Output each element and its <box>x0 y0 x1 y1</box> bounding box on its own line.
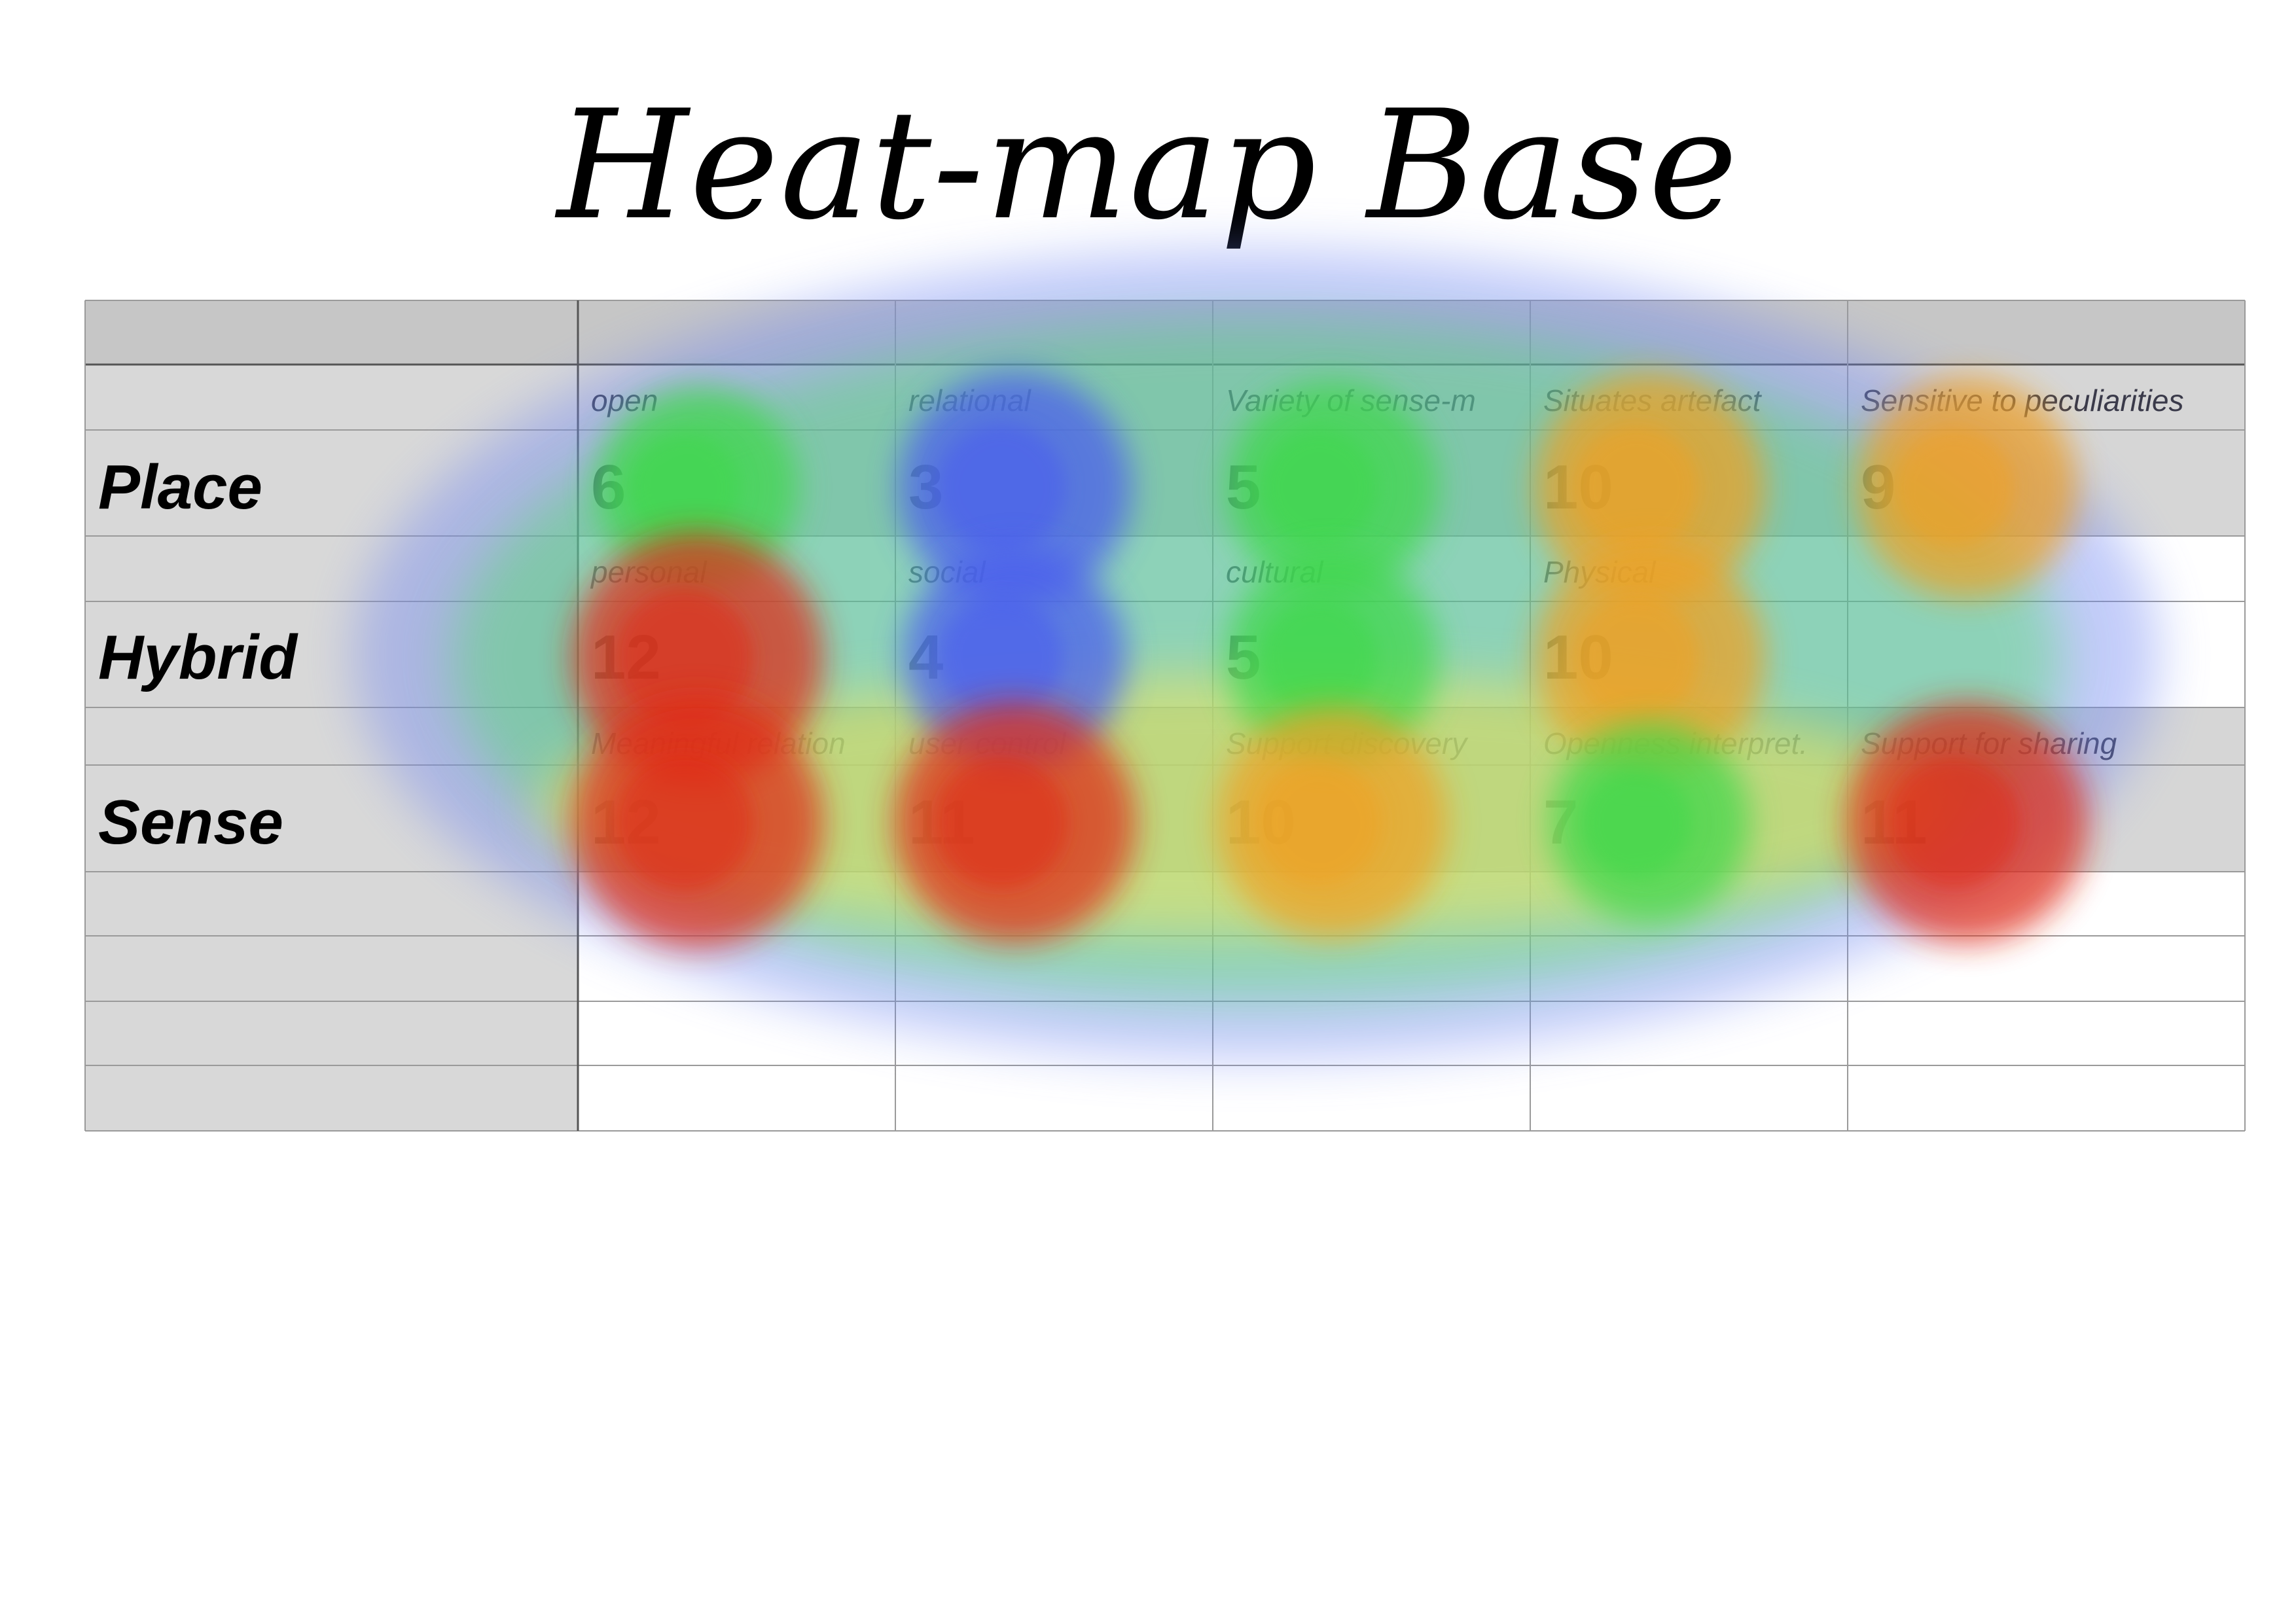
cell-value: 9 <box>1861 452 1896 522</box>
header-band <box>85 300 2245 365</box>
page-title: Heat-map Base <box>557 79 1739 253</box>
cell-value: 12 <box>591 787 661 857</box>
cell-value: 10 <box>1543 452 1613 522</box>
cell-label: cultural <box>1226 555 1323 589</box>
cell-label: Support discovery <box>1226 726 1467 760</box>
cell-label: Situates artefact <box>1543 383 1761 418</box>
cell-value: 11 <box>1861 787 1928 857</box>
cell-value: 12 <box>591 622 661 692</box>
cell-value: 3 <box>908 452 944 522</box>
cell-label: Support for sharing <box>1861 726 2117 760</box>
cell-value: 4 <box>908 622 944 692</box>
row-header-place: Place <box>98 452 262 522</box>
cell-label: Physical <box>1543 555 1656 589</box>
cell-value: 5 <box>1226 452 1261 522</box>
cell-label: personal <box>591 555 707 589</box>
cell-label: Openness interpret. <box>1543 726 1808 760</box>
cell-value: 6 <box>591 452 626 522</box>
cell-value: 5 <box>1226 622 1261 692</box>
cell-label: relational <box>908 383 1031 418</box>
cell-value: 10 <box>1543 622 1613 692</box>
cell-label: Meaningful relation <box>591 726 846 760</box>
row-header-hybrid: Hybrid <box>98 622 298 692</box>
cell-value: 11 <box>908 787 975 857</box>
row-header-sense: Sense <box>98 787 283 857</box>
cell-label: open <box>591 383 658 418</box>
cell-label: social <box>908 555 986 589</box>
cell-value: 7 <box>1543 787 1579 857</box>
cell-label: user control <box>908 726 1066 760</box>
cell-label: Variety of sense-m <box>1226 383 1476 418</box>
cell-label: Sensitive to peculiarities <box>1861 383 2184 418</box>
cell-value: 10 <box>1226 787 1296 857</box>
